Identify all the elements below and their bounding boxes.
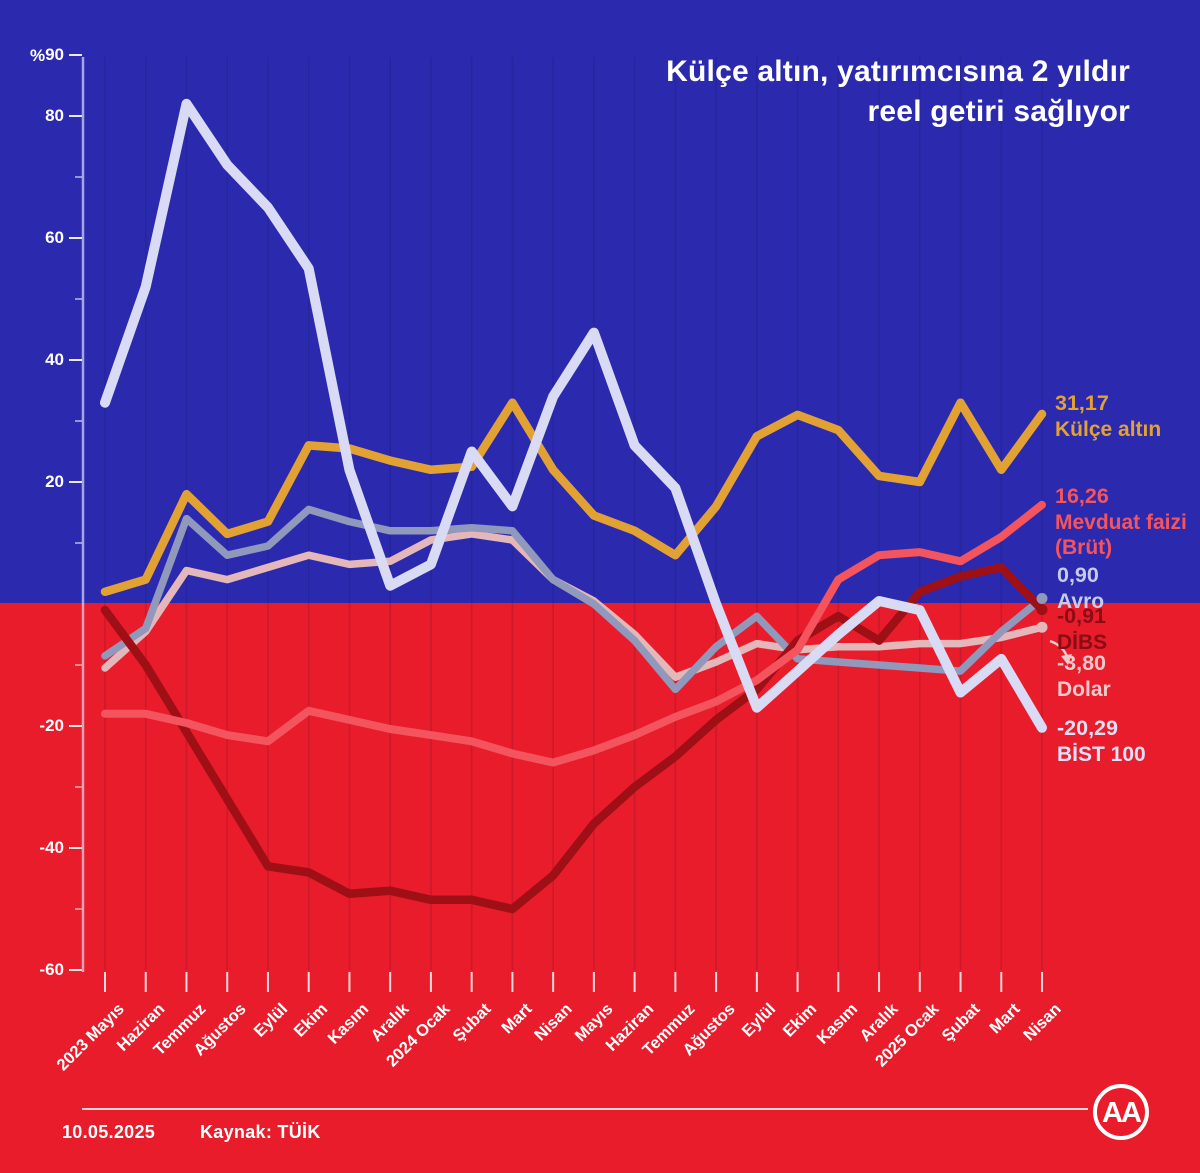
legend-name-bist: BİST 100 [1057,742,1146,766]
legend-name-mevduat: (Brüt) [1055,536,1113,559]
y-axis-label: 40 [45,350,64,369]
legend-name-mevduat: Mevduat faizi [1055,510,1187,534]
legend-item-bist: -20,29 BİST 100 [1057,716,1146,767]
footer-date: 10.05.2025 [62,1122,156,1142]
legend-value-kulce-altin: 31,17 [1055,391,1109,415]
legend-item-kulce-altin: 31,17 Külçe altın [1055,391,1161,442]
legend-name-avro: Avro [1057,589,1105,613]
chart-title-line1: Külçe altın, yatırımcısına 2 yıldır [666,55,1130,88]
series-line-mevduat [101,500,1046,767]
y-axis-label: 20 [45,472,64,491]
aa-logo: AA [1093,1084,1149,1140]
footer-source: Kaynak: TÜİK [200,1122,321,1142]
legend-value-mevduat: 16,26 [1055,484,1109,508]
chart-title-line2: reel getiri sağlıyor [867,95,1130,128]
legend-item-dolar: -3,80 Dolar [1057,651,1111,702]
series-end-dots [1036,593,1048,633]
y-axis-label: 80 [45,106,64,125]
series-line-kulce-altin [100,398,1047,597]
legend-value-bist: -20,29 [1057,716,1118,740]
axes [69,54,1044,992]
series-line-bist [100,98,1047,733]
legend-value-dolar: -3,80 [1057,651,1107,675]
legend-item-dibs: -0,91 DİBS [1057,604,1107,655]
y-axis-label: -60 [39,960,64,979]
end-dot-dibs [1036,604,1048,616]
series-line-avro [101,505,1046,694]
background-negative-zone [0,603,1200,1173]
y-axis-label: -40 [39,838,64,857]
legend-item-avro: 0,90 Avro [1057,563,1104,614]
legend-value-avro: 0,90 [1057,563,1099,587]
aa-logo-circle-icon [1093,1084,1149,1140]
y-axis-label: 90 [45,45,64,64]
legend-name-kulce-altin: Külçe altın [1055,417,1162,441]
legend-name-dolar: Dolar [1057,677,1111,701]
end-dot-dolar [1036,621,1048,633]
end-dot-avro [1036,593,1048,604]
footer-divider [82,1108,1088,1110]
chart-title: Külçe altın, yatırımcısına 2 yıldır reel… [666,52,1130,132]
arrow-to-dolar-label-icon [1049,639,1072,665]
series-line-dibs [100,563,1047,914]
y-axis-unit: % [30,46,46,65]
y-axis-label: 60 [45,228,64,247]
series-lines [100,98,1047,914]
y-axis-label: -20 [39,716,64,735]
legend-name-dibs: DİBS [1057,630,1108,654]
legend-value-dibs: -0,91 [1057,604,1107,628]
aa-logo-text: AA [1102,1097,1142,1129]
legend-item-mevduat: 16,26 Mevduat faizi (Brüt) [1055,484,1187,561]
vertical-gridlines [104,57,1043,970]
